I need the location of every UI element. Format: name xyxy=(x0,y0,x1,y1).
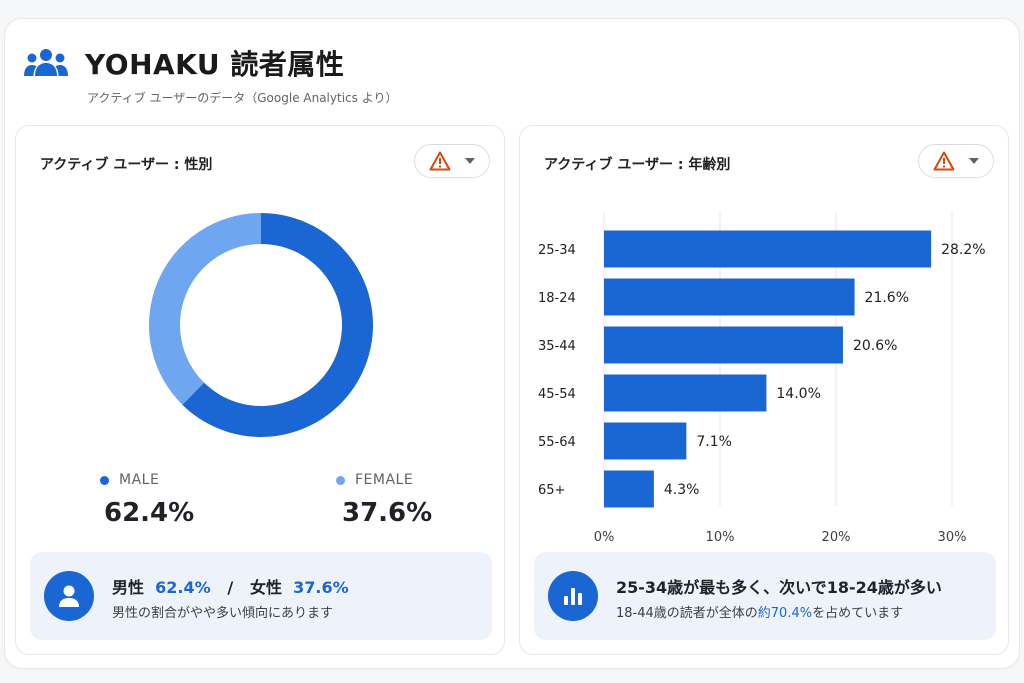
age-note-suffix: を占めています xyxy=(812,606,904,621)
legend-male: MALE xyxy=(100,472,159,488)
bar-35-44 xyxy=(604,326,843,364)
legend-female-value: 37.6% xyxy=(342,498,433,528)
warning-icon xyxy=(933,151,955,171)
female-summary-value: 37.6% xyxy=(293,578,349,597)
page-header: YOHAKU 読者属性 xyxy=(23,43,344,83)
gender-summary: 男性 62.4% / 女性 37.6% 男性の割合がやや多い傾向にあります xyxy=(30,552,492,640)
y-category-label: 65+ xyxy=(538,483,565,498)
bar-45-54 xyxy=(604,374,767,412)
bar-65+ xyxy=(604,470,654,508)
page-subtitle: アクティブ ユーザーのデータ（Google Analytics より） xyxy=(87,91,398,105)
male-dot xyxy=(100,475,109,485)
gender-summary-headline: 男性 62.4% / 女性 37.6% xyxy=(112,574,349,598)
gender-card: アクティブ ユーザー : 性別 MALE 62.4% FEMALE 37.6% xyxy=(15,125,505,655)
age-note-highlight: 約70.4% xyxy=(757,606,813,621)
legend-female: FEMALE xyxy=(336,472,413,488)
summary-separator: / xyxy=(227,578,234,597)
y-category-label: 25-34 xyxy=(538,243,576,258)
page-title: YOHAKU 読者属性 xyxy=(85,48,345,81)
age-card-title: アクティブ ユーザー : 年齢別 xyxy=(544,157,731,173)
gender-summary-note: 男性の割合がやや多い傾向にあります xyxy=(112,606,334,621)
y-category-label: 35-44 xyxy=(538,339,576,354)
female-dot xyxy=(336,475,345,485)
bar-55-64 xyxy=(604,422,687,460)
bar-value-label: 4.3% xyxy=(664,482,700,498)
x-tick-label: 10% xyxy=(706,530,735,545)
legend-male-value: 62.4% xyxy=(104,498,195,528)
bar-25-34 xyxy=(604,230,932,268)
age-bar-chart: 0% 10% 20% 30% 25-34 28.2% 18-24 21.6% 35-44 20.6… xyxy=(538,212,986,545)
y-category-label: 55-64 xyxy=(538,435,576,450)
bar-value-label: 7.1% xyxy=(696,434,732,450)
bar-value-label: 28.2% xyxy=(941,242,985,258)
caret-down-icon xyxy=(969,158,979,164)
donut-slice-male xyxy=(182,213,373,437)
person-icon xyxy=(59,585,79,607)
age-card: アクティブ ユーザー : 年齢別 0% 10% 20% 30% 25-34 28.2% 18… xyxy=(519,125,1009,655)
gender-donut-chart xyxy=(149,213,373,437)
caret-down-icon xyxy=(465,158,475,164)
x-tick-label: 0% xyxy=(594,530,615,545)
y-category-label: 45-54 xyxy=(538,387,576,402)
x-tick-label: 20% xyxy=(822,530,851,545)
x-tick-label: 30% xyxy=(938,530,967,545)
bar-18-24 xyxy=(604,278,855,316)
gender-warning-dropdown[interactable] xyxy=(414,144,490,178)
donut-slice-female xyxy=(149,213,261,405)
bar-value-label: 14.0% xyxy=(776,386,820,402)
age-warning-dropdown[interactable] xyxy=(918,144,994,178)
bar-value-label: 20.6% xyxy=(853,338,897,354)
demographics-panel: YOHAKU 読者属性 アクティブ ユーザーのデータ（Google Analyt… xyxy=(4,18,1020,669)
people-icon xyxy=(24,49,68,76)
age-summary-note: 18-44歳の読者が全体の約70.4%を占めています xyxy=(616,602,903,621)
male-summary-value: 62.4% xyxy=(155,578,211,597)
female-summary-label: 女性 xyxy=(249,578,282,597)
age-summary-headline: 25-34歳が最も多く、次いで18-24歳が多い xyxy=(616,578,942,597)
bar-chart-icon xyxy=(564,588,582,605)
y-category-label: 18-24 xyxy=(538,291,576,306)
age-summary: 25-34歳が最も多く、次いで18-24歳が多い 18-44歳の読者が全体の約7… xyxy=(534,552,996,640)
gender-card-title: アクティブ ユーザー : 性別 xyxy=(40,157,213,173)
bar-value-label: 21.6% xyxy=(865,290,909,306)
age-note-prefix: 18-44歳の読者が全体の xyxy=(616,606,758,621)
legend-female-label: FEMALE xyxy=(355,472,414,488)
warning-icon xyxy=(429,151,451,171)
person-icon-badge xyxy=(44,571,94,621)
bar-chart-icon-badge xyxy=(548,571,598,621)
male-summary-label: 男性 xyxy=(112,578,145,597)
legend-male-label: MALE xyxy=(119,472,160,488)
